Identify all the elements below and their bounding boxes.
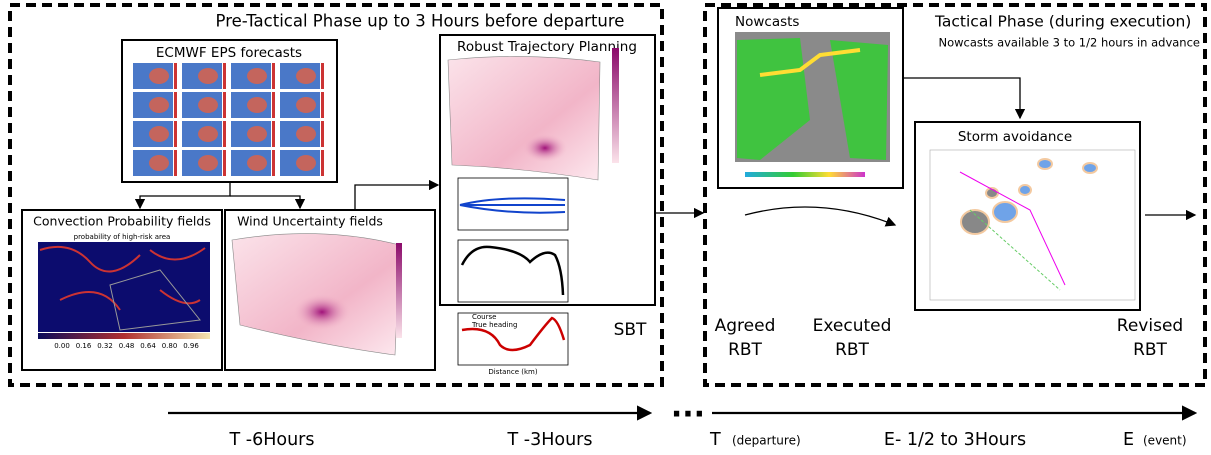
phase-title: Tactical Phase (during execution) [934,13,1191,31]
panel-title: Wind Uncertainty fields [237,214,383,229]
colorbar-label: 0.96 [183,342,199,350]
ensemble-colorbar [272,150,275,176]
storm-cells [960,158,1098,235]
ensemble-anomaly [247,155,267,171]
time-label: E [1123,430,1134,450]
ensemble-colorbar [321,63,324,89]
arrow [903,77,1026,120]
panel-title: Convection Probability fields [33,214,211,229]
trajectory-map [447,56,601,181]
arrow [230,195,306,210]
ensemble-anomaly [198,155,218,171]
ensemble-anomaly [296,126,316,142]
colorbar-label: 0.48 [119,342,135,350]
map-hotspot [523,134,567,162]
ensemble-colorbar [272,92,275,118]
colorbar-label: 0.16 [76,342,92,350]
colorbar [745,172,865,177]
ensemble-colorbar [223,92,226,118]
ensemble-anomaly [149,97,169,113]
ensemble-colorbar [174,92,177,118]
ensemble-anomaly [296,68,316,84]
legend-entry: True heading [471,321,517,329]
plot-lines [460,245,565,296]
ensemble-colorbar [223,150,226,176]
panel-title: ECMWF EPS forecasts [156,45,302,61]
legend-entry: Course [472,313,496,321]
ensemble-anomaly [198,68,218,84]
ensemble-anomaly [198,126,218,142]
phase-subtitle: Nowcasts available 3 to 1/2 hours in adv… [939,36,1200,50]
ellipsis: ... [671,390,705,425]
ensemble-colorbar [272,121,275,147]
storm-cells [759,48,861,77]
panel-title: Robust Trajectory Planning [457,39,637,55]
time-label: T [709,430,721,450]
phase-title: Pre-Tactical Phase up to 3 Hours before … [216,12,625,31]
ensemble-colorbar [174,121,177,147]
arrow [134,182,231,210]
colorbar-label: 0.64 [140,342,156,350]
colorbar [612,48,619,163]
ensemble-anomaly [247,126,267,142]
ensemble-colorbar [174,63,177,89]
label: RBT [728,340,762,360]
ensemble-anomaly [198,97,218,113]
ensemble-anomaly [247,68,267,84]
ensemble-colorbar [321,121,324,147]
arrow [744,206,897,227]
label: RBT [1133,340,1167,360]
caption: probability of high-risk area [74,233,171,241]
storm-map [929,149,1136,301]
precip [737,38,888,160]
convection-map [38,242,210,332]
panel-title: Storm avoidance [958,129,1072,145]
ensemble-anomaly [149,155,169,171]
time-label: E- 1/2 to 3Hours [884,430,1026,450]
label: RBT [835,340,869,360]
time-note: (departure) [732,434,801,448]
ensemble-colorbar [272,63,275,89]
ensemble-colorbar [174,150,177,176]
ensemble-colorbar [223,121,226,147]
ensemble-anomaly [296,97,316,113]
ensemble-colorbar [321,150,324,176]
label: Executed [813,316,892,336]
plot-lines [461,316,566,352]
ensemble-colorbar [321,92,324,118]
ensemble-anomaly [149,68,169,84]
label: Agreed [715,316,776,336]
plot-lines [459,197,566,214]
colorbar [38,333,210,339]
arrow [354,179,440,210]
ensemble-anomaly [296,155,316,171]
time-note: (event) [1143,434,1187,448]
ensemble-anomaly [247,97,267,113]
tactical-frame [703,3,1207,387]
panel-title: Nowcasts [735,14,799,30]
ensemble-grid [133,63,324,176]
time-label: T -6Hours [229,430,315,450]
colorbar-label: 0.00 [54,342,70,350]
colorbar [396,243,402,338]
route [969,209,1061,291]
ensemble-anomaly [149,126,169,142]
ensemble-colorbar [223,63,226,89]
map-contours [39,246,206,311]
axis-label: Distance (km) [488,368,537,376]
colorbar-label: 0.32 [97,342,113,350]
wind-hotspot [294,294,350,330]
map-borders [109,269,201,331]
colorbar-label: 0.80 [162,342,178,350]
label: Revised [1117,316,1183,336]
pre-tactical-frame [8,3,664,387]
time-label: T -3Hours [507,430,593,450]
label: SBT [614,320,647,340]
route [959,171,1066,286]
